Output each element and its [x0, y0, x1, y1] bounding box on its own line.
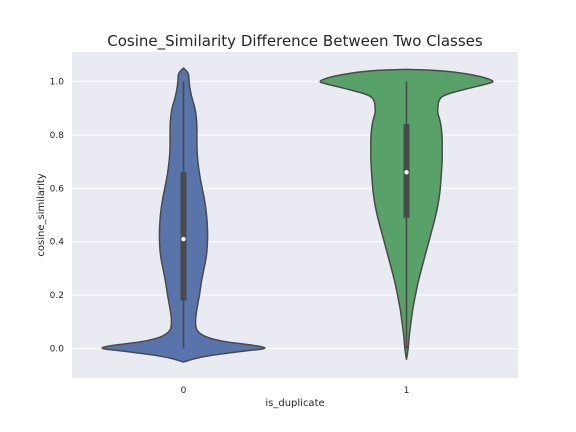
violins: [101, 67, 494, 363]
chart-title: Cosine_Similarity Difference Between Two…: [107, 32, 483, 51]
violin-median-1: [404, 170, 409, 175]
y-axis-label: cosine_similarity: [36, 173, 47, 256]
x-tick-label: 0: [181, 386, 187, 396]
y-tick-labels: 0.0 0.2 0.4 0.6 0.8 1.0: [50, 77, 65, 354]
y-tick-label: 0.8: [50, 131, 65, 141]
y-tick-label: 0.0: [50, 345, 65, 355]
y-tick-label: 0.6: [50, 184, 65, 194]
x-axis-label: is_duplicate: [265, 398, 324, 409]
violin-median-0: [181, 236, 186, 242]
y-tick-label: 0.4: [50, 238, 65, 248]
x-tick-label: 1: [404, 386, 410, 396]
y-tick-label: 0.2: [50, 291, 64, 301]
plot-area: [72, 52, 518, 378]
violin-iqr-box-0: [180, 172, 187, 301]
y-tick-label: 1.0: [50, 77, 65, 87]
